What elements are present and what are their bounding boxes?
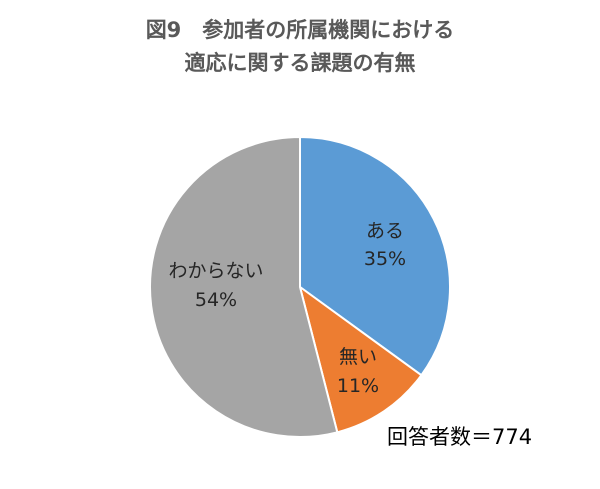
slice-value-label-3: 54% <box>195 289 237 311</box>
respondent-count-note: 回答者数＝774 <box>387 425 533 449</box>
slice-label-1: ある <box>366 220 404 242</box>
chart-title-line-2: 適応に関する課題の有無 <box>184 51 416 75</box>
pie-slice-2 <box>298 284 423 434</box>
slice-value-label-2: 11% <box>337 375 379 397</box>
slice-value-label-1: 35% <box>364 248 406 270</box>
chart-title: 図9 参加者の所属機関における 適応に関する課題の有無 <box>0 14 600 80</box>
chart-title-line-1: 図9 参加者の所属機関における <box>145 18 455 42</box>
pie-slice-1 <box>299 135 451 377</box>
pie-slice-3 <box>149 135 339 438</box>
slice-label-2: 無い <box>339 346 377 368</box>
slice-label-3: わからない <box>168 260 263 282</box>
